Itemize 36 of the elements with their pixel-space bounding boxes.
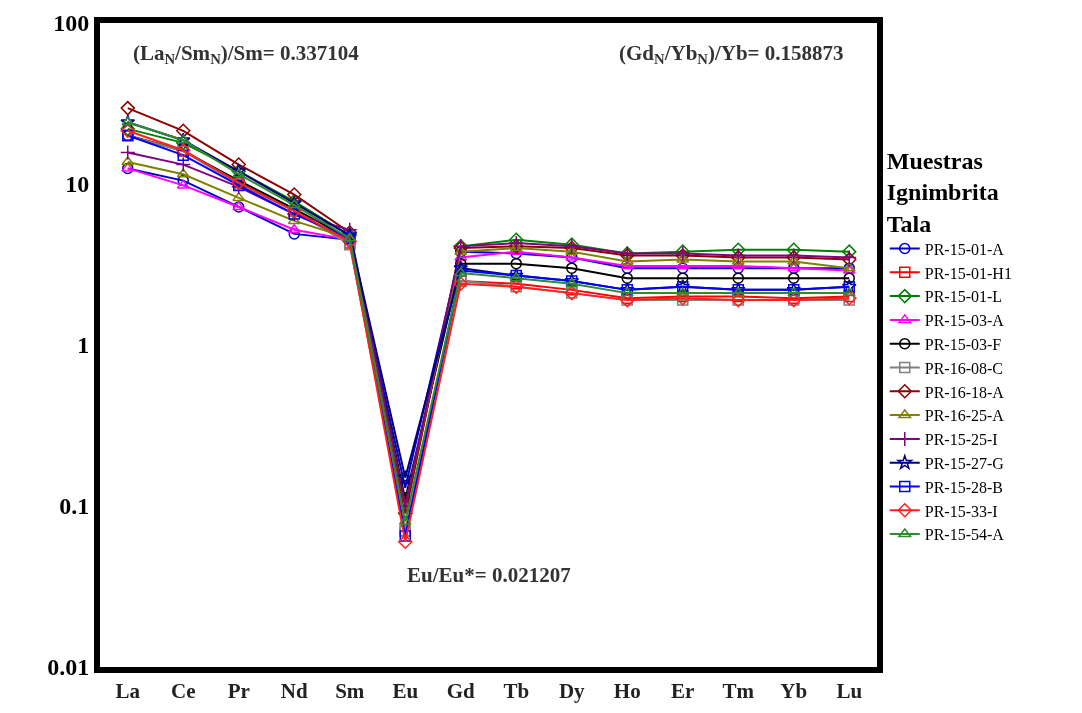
x-tick-label: Er (671, 679, 695, 704)
y-tick-label: 1 (77, 332, 90, 359)
x-tick-label: La (115, 679, 141, 704)
x-tick-label: Dy (558, 679, 586, 704)
x-tick-label: Gd (446, 679, 476, 704)
x-tick-label: Yb (780, 679, 808, 704)
x-tick-label: Pr (227, 679, 250, 704)
x-tick-label: Sm (335, 679, 365, 704)
legend-label: PR-16-25-A (924, 407, 1005, 425)
legend-label: PR-16-08-C (924, 359, 1003, 377)
legend-label: PR-15-33-I (924, 502, 998, 520)
legend-label: PR-16-18-A (924, 383, 1005, 401)
legend-label: PR-15-01-H1 (924, 264, 1012, 282)
x-tick-label: Ce (171, 679, 196, 704)
legend-label: PR-15-28-B (924, 478, 1003, 496)
y-tick-label: 10 (65, 171, 90, 198)
legend-label: PR-15-03-F (924, 335, 1002, 353)
legend-label: PR-15-25-I (924, 431, 998, 449)
y-tick-label: 100 (53, 10, 90, 37)
x-tick-label: Ho (613, 679, 641, 704)
x-tick-label: Nd (280, 679, 308, 704)
legend-label: PR-15-54-A (924, 526, 1005, 544)
x-tick-label: Eu (392, 679, 419, 704)
y-tick-label: 0.01 (47, 654, 90, 681)
legend-label: PR-15-01-L (924, 288, 1003, 306)
annotation: (La$_{N}$/Sm$_{N}$)/Sm= 0.337104 (133, 41, 360, 68)
y-tick-label: 0.1 (59, 493, 90, 520)
legend-title: Muestras Ignimbrita Tala (886, 148, 999, 237)
x-tick-label: Tb (503, 679, 530, 704)
annotation: Eu/Eu*= 0.021207 (407, 563, 571, 587)
legend-label: PR-15-03-A (924, 312, 1005, 330)
legend-label: PR-15-01-A (924, 240, 1005, 258)
legend-label: PR-15-27-G (924, 454, 1005, 472)
x-tick-label: Lu (836, 679, 863, 704)
x-tick-label: Tm (722, 679, 755, 704)
annotation: (Gd$_{N}$/Yb$_{N}$)/Yb= 0.158873 (619, 41, 844, 68)
